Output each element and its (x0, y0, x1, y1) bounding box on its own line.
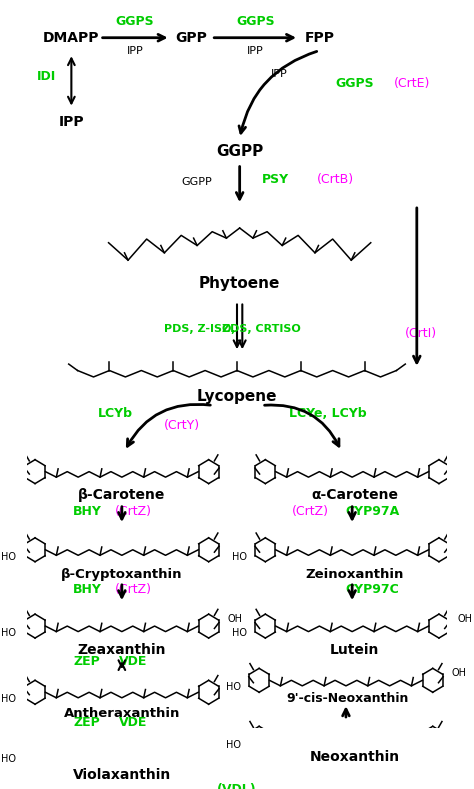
Text: Neoxanthin: Neoxanthin (310, 750, 400, 764)
Text: ZEP: ZEP (74, 656, 100, 668)
Text: (CrtY): (CrtY) (164, 419, 200, 432)
Text: VDE: VDE (119, 716, 147, 729)
Text: GGPP: GGPP (216, 144, 263, 159)
Text: 9'-cis-Neoxanthin: 9'-cis-Neoxanthin (286, 692, 409, 705)
Text: HO: HO (232, 552, 247, 562)
Text: LCYe, LCYb: LCYe, LCYb (290, 407, 367, 421)
Text: (VDL): (VDL) (217, 783, 257, 789)
Text: IPP: IPP (247, 46, 264, 55)
Text: VDE: VDE (119, 656, 147, 668)
Text: OH: OH (227, 614, 242, 624)
Text: (CrtZ): (CrtZ) (115, 583, 152, 596)
Text: (CrtZ): (CrtZ) (115, 505, 152, 518)
Text: GGPP: GGPP (182, 177, 212, 187)
Text: IDI: IDI (37, 69, 56, 83)
Text: IPP: IPP (271, 69, 288, 80)
Text: β-Cryptoxanthin: β-Cryptoxanthin (61, 568, 182, 581)
Text: (CrtZ): (CrtZ) (292, 505, 329, 518)
Text: Lutein: Lutein (330, 643, 380, 657)
Text: α-Carotene: α-Carotene (311, 488, 398, 502)
Text: GGPS: GGPS (336, 77, 374, 90)
Text: PSY: PSY (262, 173, 289, 185)
Text: HO: HO (1, 552, 17, 562)
Text: HO: HO (226, 682, 240, 693)
Text: Violaxanthin: Violaxanthin (73, 768, 171, 782)
Text: HO: HO (1, 628, 17, 638)
Text: IPP: IPP (59, 115, 84, 129)
Text: BHY: BHY (73, 505, 102, 518)
Text: HO: HO (1, 694, 17, 705)
Text: LCYb: LCYb (98, 407, 133, 421)
Text: Lycopene: Lycopene (197, 389, 277, 404)
Text: GGPS: GGPS (236, 15, 275, 28)
Text: Zeaxanthin: Zeaxanthin (78, 643, 166, 657)
Text: GGPS: GGPS (116, 15, 155, 28)
Text: ZDS, CRTISO: ZDS, CRTISO (222, 324, 301, 334)
Text: BHY: BHY (73, 583, 102, 596)
Text: Zeinoxanthin: Zeinoxanthin (306, 568, 404, 581)
Text: HO: HO (1, 754, 17, 765)
Text: β-Carotene: β-Carotene (78, 488, 165, 502)
Text: Antheraxanthin: Antheraxanthin (64, 707, 180, 720)
Text: CYP97A: CYP97A (346, 505, 400, 518)
Text: (CrtE): (CrtE) (394, 77, 430, 90)
Text: HO: HO (226, 740, 240, 750)
Text: FPP: FPP (304, 31, 334, 45)
Text: Phytoene: Phytoene (199, 275, 280, 290)
Text: (CrtI): (CrtI) (405, 327, 438, 340)
Text: (CrtB): (CrtB) (317, 173, 354, 185)
Text: OH: OH (451, 668, 466, 679)
Text: IPP: IPP (127, 46, 144, 55)
Text: PDS, Z-ISO,: PDS, Z-ISO, (164, 324, 236, 334)
Text: OH: OH (457, 614, 473, 624)
Text: DMAPP: DMAPP (43, 31, 100, 45)
Text: ZEP: ZEP (74, 716, 100, 729)
Text: CYP97C: CYP97C (346, 583, 400, 596)
Text: GPP: GPP (175, 31, 207, 45)
Text: HO: HO (232, 628, 247, 638)
